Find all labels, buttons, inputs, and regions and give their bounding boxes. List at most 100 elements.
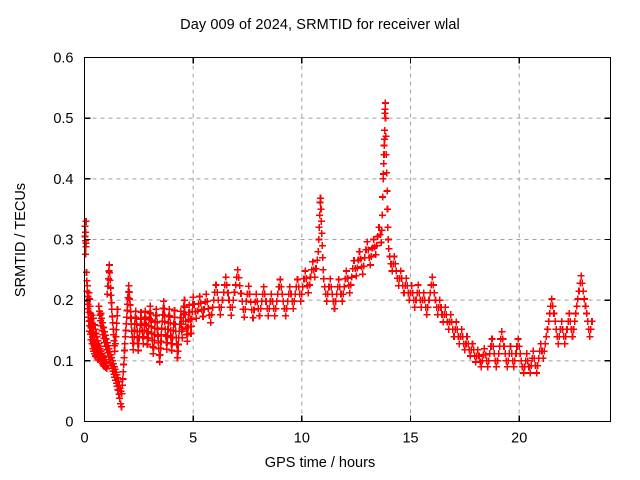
data-point xyxy=(533,369,541,377)
data-point xyxy=(207,319,215,327)
data-point xyxy=(436,296,444,304)
data-point xyxy=(147,316,155,324)
data-point xyxy=(85,295,93,303)
data-point xyxy=(355,248,363,256)
data-point xyxy=(223,281,231,289)
data-point xyxy=(174,340,182,348)
data-point xyxy=(234,266,242,274)
data-point xyxy=(120,354,128,362)
data-point xyxy=(150,337,158,345)
data-point xyxy=(474,346,482,354)
data-point xyxy=(319,254,327,262)
x-tick-label: 20 xyxy=(511,431,527,447)
data-point xyxy=(100,328,108,336)
data-point xyxy=(380,141,388,149)
data-point xyxy=(153,319,161,327)
data-point xyxy=(571,317,579,325)
data-point xyxy=(261,290,269,298)
data-point xyxy=(425,296,433,304)
data-point xyxy=(377,239,385,247)
data-point xyxy=(197,299,205,307)
data-point xyxy=(131,313,139,321)
data-point xyxy=(209,303,217,311)
data-point xyxy=(411,303,419,311)
data-point xyxy=(192,314,200,322)
data-point xyxy=(573,302,581,310)
y-tick-label: 0.3 xyxy=(53,233,73,249)
data-point xyxy=(106,269,114,277)
data-point xyxy=(283,305,291,313)
data-point xyxy=(180,302,188,310)
data-point xyxy=(482,351,490,359)
data-point xyxy=(146,302,154,310)
x-tick-label: 5 xyxy=(189,431,197,447)
data-point xyxy=(118,390,126,398)
data-point xyxy=(157,331,165,339)
data-point xyxy=(381,126,389,134)
data-point xyxy=(163,339,171,347)
data-point xyxy=(492,363,500,371)
data-point xyxy=(586,333,594,341)
data-point xyxy=(116,394,124,402)
data-point xyxy=(554,340,562,348)
data-point xyxy=(165,305,173,313)
data-point xyxy=(305,281,313,289)
data-point xyxy=(526,369,534,377)
data-point xyxy=(367,252,375,260)
data-point xyxy=(320,275,328,283)
data-point xyxy=(373,242,381,250)
data-point xyxy=(150,331,158,339)
data-point xyxy=(114,305,122,313)
data-point xyxy=(499,335,507,343)
chart-title: Day 009 of 2024, SRMTID for receiver wla… xyxy=(180,17,460,33)
data-point xyxy=(383,205,391,213)
data-point xyxy=(257,305,265,313)
data-series-srmtid xyxy=(81,99,596,411)
data-point xyxy=(384,223,392,231)
data-point xyxy=(452,318,460,326)
data-point xyxy=(562,333,570,341)
data-point xyxy=(111,340,119,348)
data-point xyxy=(313,256,321,264)
data-point xyxy=(297,297,305,305)
data-point xyxy=(408,282,416,290)
data-point xyxy=(543,325,551,333)
data-point xyxy=(489,342,497,350)
data-point xyxy=(507,342,515,350)
data-point xyxy=(315,223,323,231)
data-point xyxy=(82,228,90,236)
data-point xyxy=(241,305,249,313)
data-point xyxy=(380,160,388,168)
data-point xyxy=(391,260,399,268)
data-point xyxy=(397,267,405,275)
data-point xyxy=(484,363,492,371)
data-point xyxy=(316,211,324,219)
data-point xyxy=(85,289,93,297)
data-point xyxy=(113,319,121,327)
data-point xyxy=(574,295,582,303)
data-point xyxy=(123,306,131,314)
data-point xyxy=(548,295,556,303)
data-point xyxy=(318,242,326,250)
data-point xyxy=(196,293,204,301)
data-point xyxy=(112,326,120,334)
data-point xyxy=(558,317,566,325)
data-point xyxy=(357,255,365,263)
data-point xyxy=(315,236,323,243)
data-point xyxy=(141,307,149,315)
data-point xyxy=(579,287,587,295)
data-point xyxy=(534,362,542,370)
data-point xyxy=(342,267,350,275)
data-point xyxy=(301,267,309,275)
data-point xyxy=(134,347,142,355)
data-point xyxy=(382,151,390,159)
data-point xyxy=(250,306,258,314)
data-point xyxy=(222,273,230,281)
data-point xyxy=(132,307,140,315)
data-point xyxy=(163,345,171,353)
data-point xyxy=(240,313,248,321)
data-point xyxy=(347,281,355,289)
data-point xyxy=(379,170,387,178)
data-point xyxy=(424,303,432,311)
